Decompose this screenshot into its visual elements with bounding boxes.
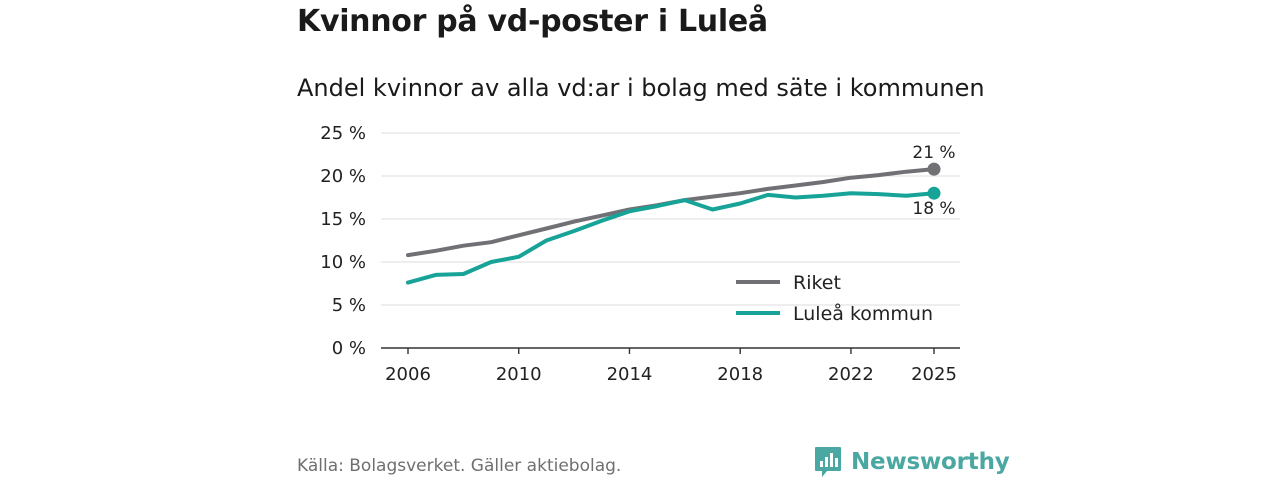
series-line-lulea xyxy=(406,191,936,285)
series-group: 21 % 18 % xyxy=(406,143,956,285)
x-tick-label: 2022 xyxy=(828,364,874,385)
y-tick-label: 15 % xyxy=(320,209,366,230)
y-tick-label: 20 % xyxy=(320,166,366,187)
series-end-point xyxy=(927,162,941,176)
newsworthy-logo-icon xyxy=(815,447,841,477)
y-tick-label: 25 % xyxy=(320,123,366,144)
legend-label: Luleå kommun xyxy=(793,302,933,325)
y-tick-label: 5 % xyxy=(332,295,366,316)
x-tick-label: 2010 xyxy=(496,364,542,385)
series-end-label: 21 % xyxy=(912,143,955,163)
legend: Riket Luleå kommun xyxy=(736,272,933,325)
source-note: Källa: Bolagsverket. Gäller aktiebolag. xyxy=(297,456,622,476)
brand-name: Newsworthy xyxy=(851,449,1010,475)
series-line-riket xyxy=(406,167,936,258)
chart-subtitle: Andel kvinnor av alla vd:ar i bolag med … xyxy=(297,74,985,102)
brand-logo: Newsworthy xyxy=(814,446,1010,478)
x-tick-label: 2014 xyxy=(607,364,653,385)
chart-title: Kvinnor på vd-poster i Luleå xyxy=(297,4,768,39)
y-axis: 0 % 5 % 10 % 15 % 20 % 25 % xyxy=(320,123,366,359)
legend-label: Riket xyxy=(793,272,841,294)
series-end-point xyxy=(927,186,941,200)
x-tick-label: 2006 xyxy=(385,364,431,385)
gridlines xyxy=(381,132,960,306)
x-tick-label: 2025 xyxy=(911,364,957,385)
series-end-label: 18 % xyxy=(912,199,955,219)
y-tick-label: 0 % xyxy=(332,338,366,359)
y-tick-label: 10 % xyxy=(320,252,366,273)
x-tick-label: 2018 xyxy=(717,364,763,385)
x-axis: 2006 2010 2014 2018 2022 2025 xyxy=(381,347,960,385)
